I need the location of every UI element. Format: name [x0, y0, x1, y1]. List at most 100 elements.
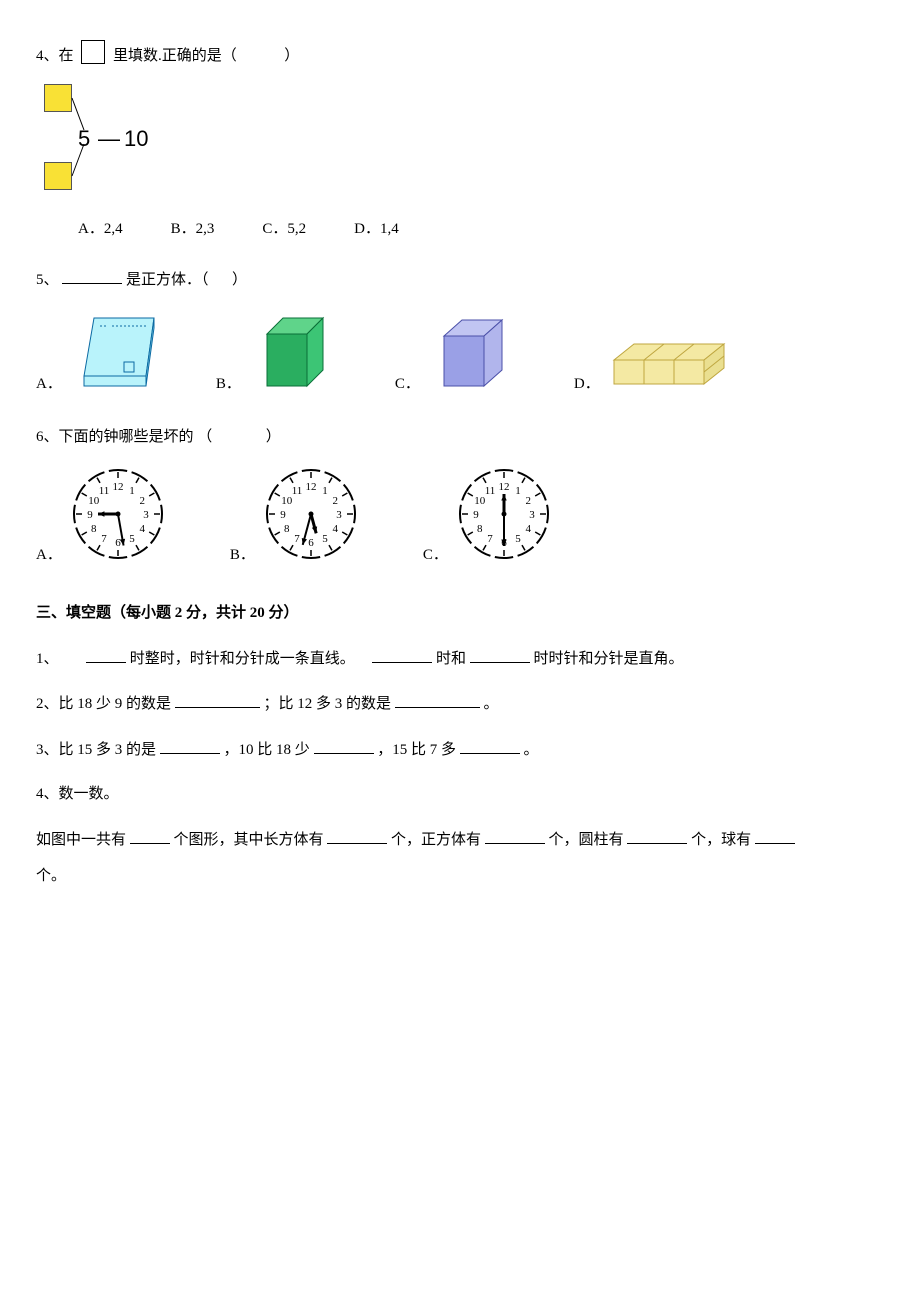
blank-line[interactable] [160, 738, 220, 754]
svg-text:2: 2 [139, 495, 145, 507]
blank-line[interactable] [627, 828, 687, 844]
q6-options: A． 123456789101112 B． 123456789101112 C．… [36, 462, 884, 566]
option-label-d: D． [574, 373, 600, 396]
question-5: 5、 是正方体．（ ） A． B． C． [36, 268, 884, 396]
option-label-b: B． [216, 373, 241, 396]
option-label-a: A． [36, 544, 62, 567]
q5-options: A． B． C． [36, 306, 884, 396]
q5-suffix: 是正方体．（ [126, 272, 209, 288]
clock-c-icon: 123456789101112 [452, 462, 556, 566]
svg-text:8: 8 [477, 523, 483, 535]
q5-prefix: 5、 [36, 272, 59, 288]
svg-text:11: 11 [99, 485, 110, 497]
blank-line[interactable] [130, 828, 170, 844]
svg-text:8: 8 [284, 523, 290, 535]
q2-b: ；比 12 多 3 的数是 [264, 696, 392, 712]
q4-options: A．2,4 B．2,3 C．5,2 D．1,4 [36, 218, 884, 241]
svg-text:7: 7 [294, 533, 300, 545]
q6-text: 6、下面的钟哪些是坏的 （ ） [36, 426, 884, 449]
q5-close: ） [232, 272, 247, 288]
q4-middle: 里填数.正确的是（ [113, 48, 237, 64]
svg-text:5: 5 [515, 533, 521, 545]
cube-green-icon [245, 306, 335, 396]
blank-line[interactable] [485, 828, 545, 844]
q4-close: ） [284, 48, 299, 64]
flat-blocks-icon [604, 336, 734, 396]
diagram-lines-icon [36, 82, 156, 202]
blank-line[interactable] [755, 828, 795, 844]
svg-text:7: 7 [101, 533, 107, 545]
svg-text:10: 10 [474, 495, 486, 507]
q4b-a: 如图中一共有 [36, 832, 126, 848]
blank-line[interactable] [175, 692, 260, 708]
q3-d: 。 [524, 742, 539, 758]
question-6: 6、下面的钟哪些是坏的 （ ） A． 123456789101112 B． 12… [36, 426, 884, 567]
blank-box-icon [81, 40, 105, 64]
clock-b-icon: 123456789101112 [259, 462, 363, 566]
svg-text:9: 9 [473, 509, 479, 521]
q1-c: 时和 [436, 651, 466, 667]
q1-b: 时整时，时针和分针成一条直线。 [130, 651, 355, 667]
option-b[interactable]: B． [216, 306, 335, 396]
q4-prefix: 4、在 [36, 48, 74, 64]
blank-line [62, 268, 122, 284]
fill-q2: 2、比 18 少 9 的数是 ；比 12 多 3 的数是 。 [36, 692, 884, 716]
blank-line[interactable] [470, 647, 530, 663]
option-d[interactable]: D． [574, 336, 734, 396]
blank-line[interactable] [395, 692, 480, 708]
q4-diagram: 5 — 10 [36, 82, 156, 202]
svg-text:3: 3 [336, 509, 342, 521]
q3-b: ，10 比 18 少 [224, 742, 310, 758]
svg-text:2: 2 [332, 495, 338, 507]
section-3-title: 三、填空题（每小题 2 分，共计 20 分） [36, 602, 884, 625]
q5-text: 5、 是正方体．（ ） [36, 268, 884, 292]
svg-text:9: 9 [87, 509, 93, 521]
option-d[interactable]: D．1,4 [354, 218, 399, 241]
q4b-b: 个图形，其中长方体有 [174, 832, 324, 848]
option-c[interactable]: C．5,2 [262, 218, 306, 241]
fill-q1: 1、 时整时，时针和分针成一条直线。 时和 时时针和分针是直角。 [36, 647, 884, 671]
svg-text:9: 9 [280, 509, 286, 521]
svg-text:4: 4 [525, 523, 531, 535]
blank-line[interactable] [372, 647, 432, 663]
fill-q4: 4、数一数。 [36, 783, 884, 806]
svg-text:6: 6 [308, 537, 314, 549]
option-label-b: B． [230, 544, 255, 567]
fill-q4b: 如图中一共有 个图形，其中长方体有 个，正方体有 个，圆柱有 个，球有 [36, 828, 884, 852]
option-c[interactable]: C． 123456789101112 [423, 462, 556, 566]
q3-a: 3、比 15 多 3 的是 [36, 742, 156, 758]
clock-a-icon: 123456789101112 [66, 462, 170, 566]
svg-text:1: 1 [515, 485, 521, 497]
blank-line[interactable] [327, 828, 387, 844]
svg-text:11: 11 [292, 485, 303, 497]
option-c[interactable]: C． [395, 306, 514, 396]
svg-text:1: 1 [322, 485, 328, 497]
q3-c: ，15 比 7 多 [377, 742, 456, 758]
fill-q3: 3、比 15 多 3 的是 ，10 比 18 少 ，15 比 7 多 。 [36, 738, 884, 762]
blank-line[interactable] [314, 738, 374, 754]
option-label-c: C． [423, 544, 448, 567]
svg-text:6: 6 [115, 537, 121, 549]
svg-text:8: 8 [91, 523, 97, 535]
option-b[interactable]: B．2,3 [171, 218, 215, 241]
svg-text:11: 11 [485, 485, 496, 497]
q6-close: ） [266, 429, 281, 445]
book-shape-icon [66, 306, 156, 396]
svg-text:12: 12 [305, 481, 316, 493]
svg-text:7: 7 [487, 533, 493, 545]
option-a[interactable]: A． [36, 306, 156, 396]
q6-label: 6、下面的钟哪些是坏的 （ [36, 429, 212, 445]
q4-text: 4、在 里填数.正确的是（ ） [36, 40, 884, 68]
option-b[interactable]: B． 123456789101112 [230, 462, 363, 566]
svg-text:3: 3 [143, 509, 149, 521]
q2-a: 2、比 18 少 9 的数是 [36, 696, 171, 712]
q2-c: 。 [484, 696, 499, 712]
q4b-c: 个，正方体有 [391, 832, 481, 848]
svg-text:10: 10 [281, 495, 293, 507]
blank-line[interactable] [86, 647, 126, 663]
blank-line[interactable] [460, 738, 520, 754]
svg-text:10: 10 [88, 495, 100, 507]
option-a[interactable]: A．2,4 [78, 218, 123, 241]
option-a[interactable]: A． 123456789101112 [36, 462, 170, 566]
q1-d: 时时针和分针是直角。 [534, 651, 684, 667]
